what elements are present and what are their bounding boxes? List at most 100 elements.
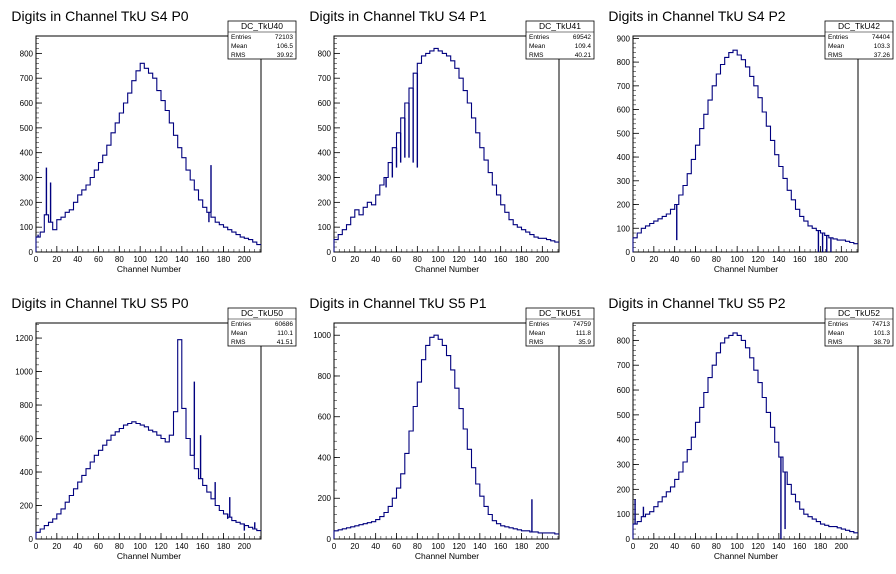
- x-tick-label: 160: [793, 255, 807, 264]
- y-tick-label: 800: [617, 336, 631, 345]
- stats-value: 39.92: [277, 52, 294, 59]
- y-tick-label: 700: [318, 74, 332, 83]
- x-tick-label: 160: [196, 255, 210, 264]
- x-tick-label: 200: [238, 542, 252, 551]
- stats-box: DC_TkU50 Entries 60686 Mean 110.1 RMS 41.51: [227, 307, 297, 347]
- x-tick-label: 80: [115, 255, 124, 264]
- y-tick-label: 0: [327, 535, 332, 544]
- y-tick-label: 400: [20, 149, 34, 158]
- y-tick-label: 0: [29, 248, 34, 257]
- x-tick-label: 60: [691, 542, 700, 551]
- x-tick-label: 140: [772, 255, 786, 264]
- histogram-svg: Digits in Channel TkU S4 P2 0 20 40 60 80 100 1…: [608, 8, 894, 274]
- histogram-line: [35, 339, 261, 539]
- plot-frame: [35, 322, 262, 540]
- stats-value: 111.8: [576, 330, 592, 337]
- plot-frame: [333, 322, 560, 540]
- y-tick-label: 700: [617, 361, 631, 370]
- chart-title: Digits in Channel TkU S5 P0: [11, 295, 188, 311]
- x-tick-label: 0: [631, 542, 636, 551]
- chart-title: Digits in Channel TkU S5 P1: [309, 295, 486, 311]
- x-tick-label: 60: [392, 542, 401, 551]
- x-tick-label: 140: [473, 255, 487, 264]
- stats-label: Mean: [529, 330, 546, 337]
- stats-value: 106.5: [277, 43, 294, 50]
- x-tick-label: 40: [73, 255, 82, 264]
- stats-value: 60686: [275, 321, 293, 328]
- y-tick-label: 0: [327, 248, 332, 257]
- x-axis-label: Channel Number: [415, 264, 479, 274]
- x-tick-label: 120: [452, 255, 466, 264]
- histogram-panel-3: Digits in Channel TkU S5 P0 0 20 40 60 80 100 1…: [0, 287, 298, 574]
- x-tick-label: 200: [835, 255, 849, 264]
- x-axis-label: Channel Number: [714, 264, 778, 274]
- stats-label: Mean: [828, 43, 845, 50]
- y-tick-label: 800: [20, 401, 34, 410]
- x-tick-label: 20: [52, 255, 61, 264]
- stats-frame: [525, 20, 595, 60]
- y-tick-label: 100: [617, 224, 631, 233]
- stats-label: Entries: [529, 34, 550, 41]
- stats-value: 40.21: [575, 52, 592, 59]
- stats-value: 35.9: [578, 339, 591, 346]
- x-tick-label: 20: [52, 542, 61, 551]
- stats-frame: [824, 307, 894, 347]
- stats-frame: [227, 307, 297, 347]
- stats-box: DC_TkU42 Entries 74404 Mean 103.3 RMS 37.26: [824, 20, 894, 60]
- stats-label: Entries: [828, 321, 849, 328]
- x-tick-label: 180: [217, 255, 231, 264]
- y-tick-label: 500: [20, 124, 34, 133]
- histogram-line: [35, 62, 261, 252]
- stats-label: Entries: [231, 321, 252, 328]
- x-tick-label: 140: [772, 542, 786, 551]
- y-tick-label: 500: [318, 124, 332, 133]
- x-tick-label: 60: [392, 255, 401, 264]
- y-tick-label: 200: [20, 502, 34, 511]
- stats-value: 38.79: [874, 339, 891, 346]
- stats-name: DC_TkU41: [539, 21, 581, 31]
- stats-box: DC_TkU40 Entries 72103 Mean 106.5 RMS 39.92: [227, 20, 297, 60]
- y-tick-label: 1200: [15, 334, 33, 343]
- x-tick-label: 200: [238, 255, 252, 264]
- y-tick-label: 0: [626, 535, 631, 544]
- x-tick-label: 180: [515, 255, 529, 264]
- stats-box: DC_TkU41 Entries 69542 Mean 109.4 RMS 40.21: [525, 20, 595, 60]
- y-tick-label: 400: [617, 153, 631, 162]
- y-tick-label: 0: [626, 248, 631, 257]
- x-tick-label: 100: [431, 542, 445, 551]
- histogram-panel-0: Digits in Channel TkU S4 P0 0 20 40 60 80 100 1…: [0, 0, 298, 287]
- x-tick-label: 0: [34, 542, 39, 551]
- y-tick-label: 600: [617, 106, 631, 115]
- x-tick-label: 160: [196, 542, 210, 551]
- y-tick-label: 900: [617, 34, 631, 43]
- stats-value: 41.51: [277, 339, 294, 346]
- y-tick-label: 800: [20, 49, 34, 58]
- stats-label: RMS: [231, 339, 246, 346]
- stats-name: DC_TkU50: [241, 308, 283, 318]
- y-tick-label: 300: [617, 461, 631, 470]
- y-tick-label: 800: [318, 49, 332, 58]
- x-tick-label: 0: [631, 255, 636, 264]
- x-tick-label: 40: [670, 542, 679, 551]
- y-tick-label: 800: [617, 58, 631, 67]
- histogram-panel-5: Digits in Channel TkU S5 P2 0 20 40 60 80 100 1…: [597, 287, 895, 574]
- stats-label: RMS: [529, 339, 544, 346]
- histogram-svg: Digits in Channel TkU S4 P1 0 20 40 60 80 100 1…: [309, 8, 595, 274]
- x-tick-label: 100: [730, 255, 744, 264]
- y-tick-label: 400: [318, 149, 332, 158]
- x-tick-label: 60: [94, 542, 103, 551]
- x-tick-label: 180: [814, 255, 828, 264]
- x-tick-label: 100: [133, 255, 147, 264]
- y-tick-label: 100: [617, 510, 631, 519]
- stats-value: 110.1: [277, 330, 293, 337]
- x-tick-label: 120: [154, 542, 168, 551]
- y-tick-label: 1000: [313, 331, 331, 340]
- plot-frame: [632, 322, 859, 540]
- x-tick-label: 160: [793, 542, 807, 551]
- x-tick-label: 140: [175, 542, 189, 551]
- y-tick-label: 0: [29, 535, 34, 544]
- stats-label: RMS: [529, 52, 544, 59]
- chart-title: Digits in Channel TkU S4 P1: [309, 8, 486, 24]
- x-tick-label: 80: [712, 255, 721, 264]
- stats-label: RMS: [828, 339, 843, 346]
